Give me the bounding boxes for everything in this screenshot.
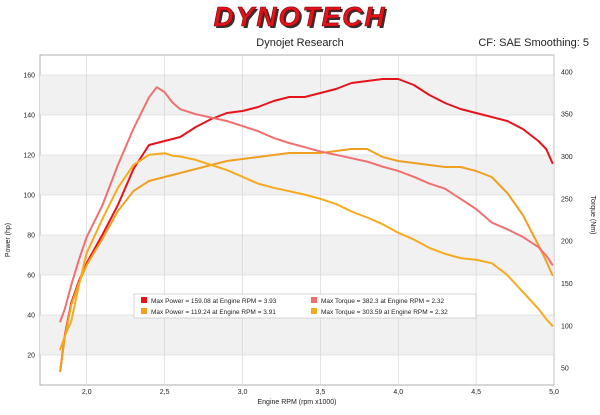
legend: Max Power = 159.08 at Engine RPM = 3.93 … [133,293,477,319]
x-tick-label: 3,5 [315,389,325,396]
y-left-tick-label: 160 [23,73,35,80]
legend-entry-0: Max Power = 159.08 at Engine RPM = 3.93 [151,298,277,305]
y-left-tick-label: 80 [27,233,35,240]
y-right-tick-label: 400 [561,69,573,76]
x-tick-label: 2,5 [160,389,170,396]
x-tick-label: 2,0 [82,389,92,396]
legend-box [133,293,477,319]
x-tick-label: 3,0 [238,389,248,396]
x-axis-label: Engine RPM (rpm x1000) [258,399,337,406]
plot-band [40,75,554,115]
y-left-tick-label: 100 [23,193,35,200]
torque-curve-pink [59,86,554,323]
logo-text: DYNOTECH [213,1,386,32]
y-right-tick-label: 300 [561,154,573,161]
axis-ticks: 2,0 2,5 3,0 3,5 4,0 4,5 5,0 20 40 60 80 100 120 140 16… [23,69,572,396]
power-curve-orange [59,148,554,372]
plot-band [40,235,554,275]
legend-swatch-0 [141,297,147,303]
plot-band [40,315,554,355]
torque-curve-orange [59,152,554,351]
legend-swatch-3 [311,308,317,314]
legend-entry-3: Max Torque = 303.59 at Engine RPM = 2.32 [321,309,448,316]
legend-entry-1: Max Torque = 382.3 at Engine RPM = 2.32 [321,298,444,305]
grid-lines [40,55,555,385]
legend-swatch-1 [311,297,317,303]
y-right-tick-label: 150 [561,281,573,288]
y-right-tick-label: 100 [561,323,573,330]
smoothing-info: CF: SAE Smoothing: 5 [478,37,589,49]
y-right-tick-label: 50 [561,366,569,373]
series-layer [59,78,554,372]
logo-shadow: DYNOTECH [215,3,388,34]
x-tick-label: 4,0 [393,389,403,396]
y-left-tick-label: 40 [27,313,35,320]
dynotech-logo: DYNOTECH DYNOTECH [213,1,388,34]
y-left-tick-label: 60 [27,273,35,280]
y-right-tick-label: 200 [561,239,573,246]
y-left-tick-label: 120 [23,153,35,160]
y-left-tick-label: 140 [23,113,35,120]
y-axis-left-label: Power (hp) [5,223,12,257]
y-left-tick-label: 20 [27,353,35,360]
legend-swatch-2 [141,308,147,314]
power-curve-red [59,78,554,372]
y-right-tick-label: 350 [561,112,573,119]
chart-title: Dynojet Research [256,37,343,49]
x-tick-label: 5,0 [549,389,559,396]
x-tick-label: 4,5 [471,389,481,396]
y-right-tick-label: 250 [561,196,573,203]
legend-entry-2: Max Power = 119.24 at Engine RPM = 3.91 [151,309,276,316]
y-axis-right-label: Torque (Nm) [589,196,596,235]
